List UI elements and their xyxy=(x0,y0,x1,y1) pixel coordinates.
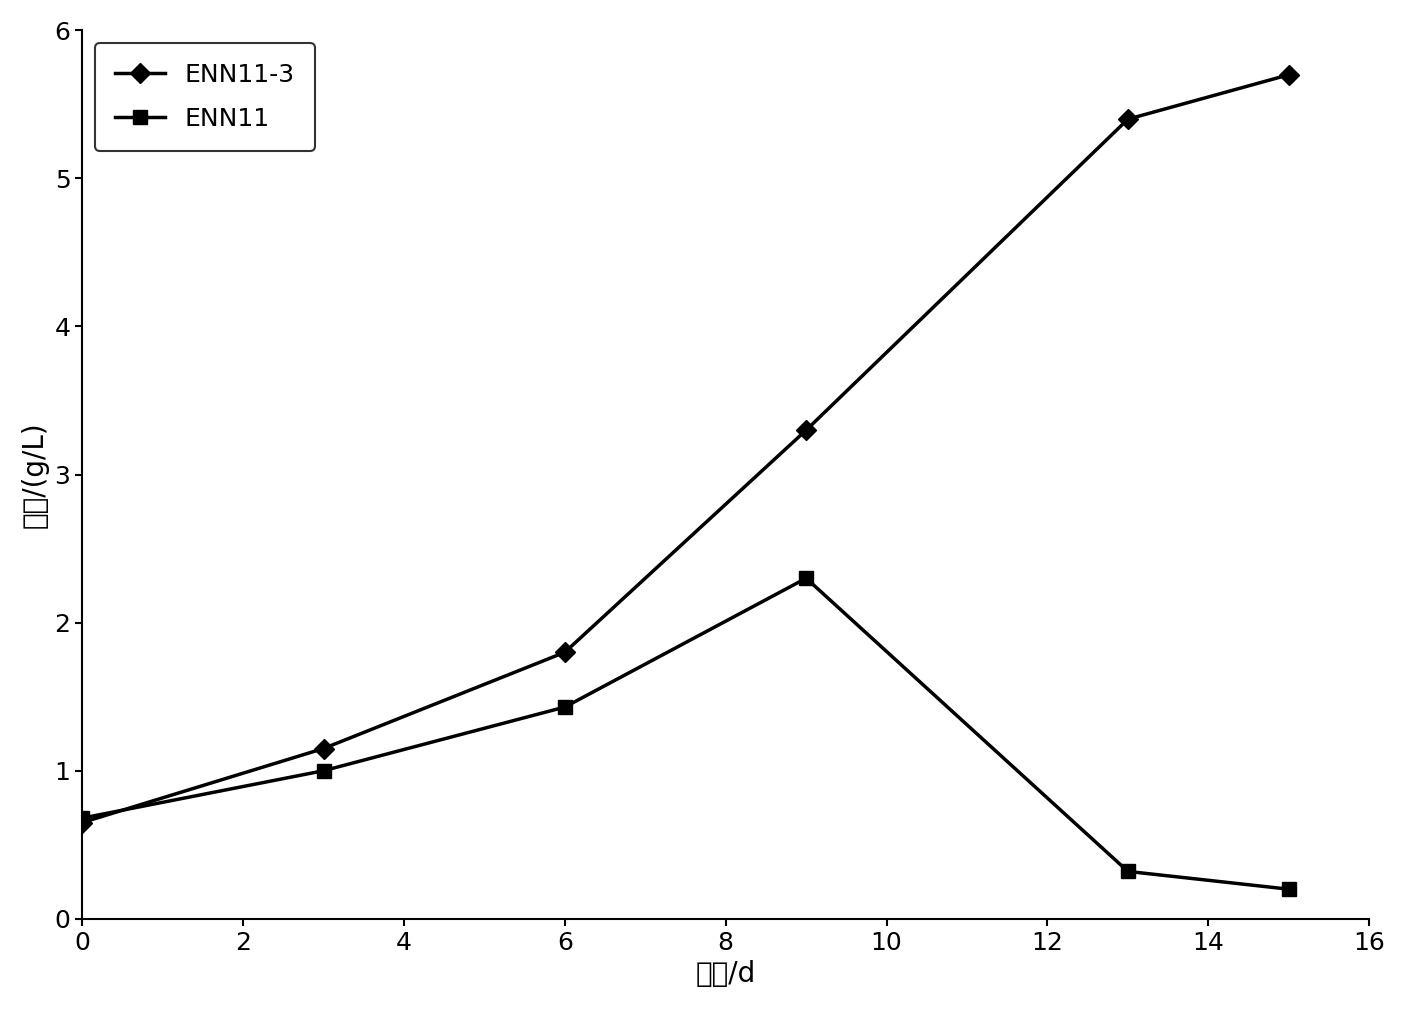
ENN11 xyxy=(1281,883,1298,895)
ENN11-3 xyxy=(557,646,574,658)
ENN11 xyxy=(557,701,574,713)
ENN11-3 xyxy=(73,816,90,828)
Line: ENN11: ENN11 xyxy=(76,571,1296,896)
ENN11 xyxy=(73,812,90,824)
X-axis label: 时间/d: 时间/d xyxy=(696,961,756,988)
ENN11 xyxy=(1119,866,1136,878)
ENN11-3 xyxy=(797,424,814,436)
ENN11 xyxy=(797,572,814,584)
ENN11-3 xyxy=(1281,69,1298,81)
Legend: ENN11-3, ENN11: ENN11-3, ENN11 xyxy=(94,42,315,150)
ENN11-3 xyxy=(1119,113,1136,125)
Y-axis label: 干重/(g/L): 干重/(g/L) xyxy=(21,421,49,528)
ENN11-3 xyxy=(315,743,332,755)
Line: ENN11-3: ENN11-3 xyxy=(76,68,1296,829)
ENN11 xyxy=(315,765,332,777)
